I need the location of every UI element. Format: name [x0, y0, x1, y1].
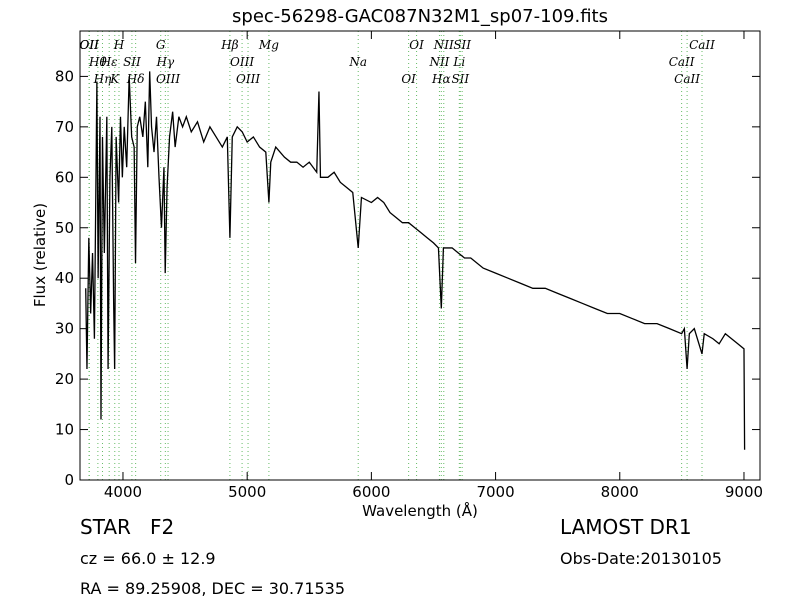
chart-title: spec-56298-GAC087N32M1_sp07-109.fits: [232, 6, 608, 27]
date-label: Obs-Date:20130105: [560, 549, 722, 568]
spectral-line-label: OI: [409, 38, 424, 52]
x-tick-label: 7000: [476, 483, 514, 501]
y-tick-label: 80: [55, 67, 74, 85]
spectral-line-label: Hβ: [220, 38, 238, 52]
spectral-line-label: Li: [452, 55, 465, 69]
spectral-line-label: SII: [453, 38, 471, 52]
spectral-line-label: NII: [428, 55, 449, 69]
y-tick-label: 20: [55, 370, 74, 388]
y-axis-label: Flux (relative): [31, 203, 49, 307]
y-tick-label: 50: [55, 219, 74, 237]
x-tick-label: 8000: [601, 483, 639, 501]
spectral-line-label: OIII: [156, 72, 180, 86]
y-tick-label: 0: [64, 471, 74, 489]
spectral-line-label: Hδ: [126, 72, 145, 86]
x-tick-label: 5000: [228, 483, 266, 501]
spectral-line-label: G: [156, 38, 166, 52]
coords-label: RA = 89.25908, DEC = 30.71535: [80, 579, 345, 598]
y-tick-label: 30: [55, 320, 74, 338]
spectral-line-label: CaII: [674, 72, 700, 86]
plot-frame: [79, 30, 761, 481]
spectral-line-label: OII: [79, 38, 99, 52]
spectral-line-label: Hε: [100, 55, 118, 69]
spectral-line-label: CaII: [669, 55, 695, 69]
spectral-line-label: Hθ: [88, 55, 107, 69]
x-axis-label: Wavelength (Å): [362, 501, 478, 520]
class-label: STAR F2: [80, 515, 174, 539]
spectral-line-label: OIII: [230, 55, 254, 69]
spectrum-line: [85, 71, 746, 450]
y-tick-label: 40: [55, 269, 74, 287]
x-tick-label: 4000: [104, 483, 142, 501]
y-tick-label: 10: [55, 421, 74, 439]
spectral-line-label: NII: [433, 38, 454, 52]
x-tick-label: 9000: [725, 483, 763, 501]
spectral-line-label: CaII: [689, 38, 715, 52]
spectral-line-label: OIII: [236, 72, 260, 86]
spectral-line-label: K: [109, 72, 120, 86]
spectral-line-label: SII: [123, 55, 141, 69]
spectral-line-label: Hγ: [156, 55, 175, 69]
y-tick-label: 60: [55, 168, 74, 186]
spectral-line-label: SII: [451, 72, 469, 86]
spectral-line-label: OI: [401, 72, 416, 86]
x-tick-label: 6000: [352, 483, 390, 501]
survey-label: LAMOST DR1: [560, 515, 692, 539]
cz-label: cz = 66.0 ± 12.9: [80, 549, 216, 568]
spectral-line-label: Mg: [258, 38, 279, 52]
spectral-line-label: Hα: [431, 72, 451, 86]
spectral-line-label: H: [113, 38, 125, 52]
spectral-line-label: Na: [348, 55, 367, 69]
spectral-line-label: OII: [80, 38, 100, 52]
y-tick-label: 70: [55, 118, 74, 136]
